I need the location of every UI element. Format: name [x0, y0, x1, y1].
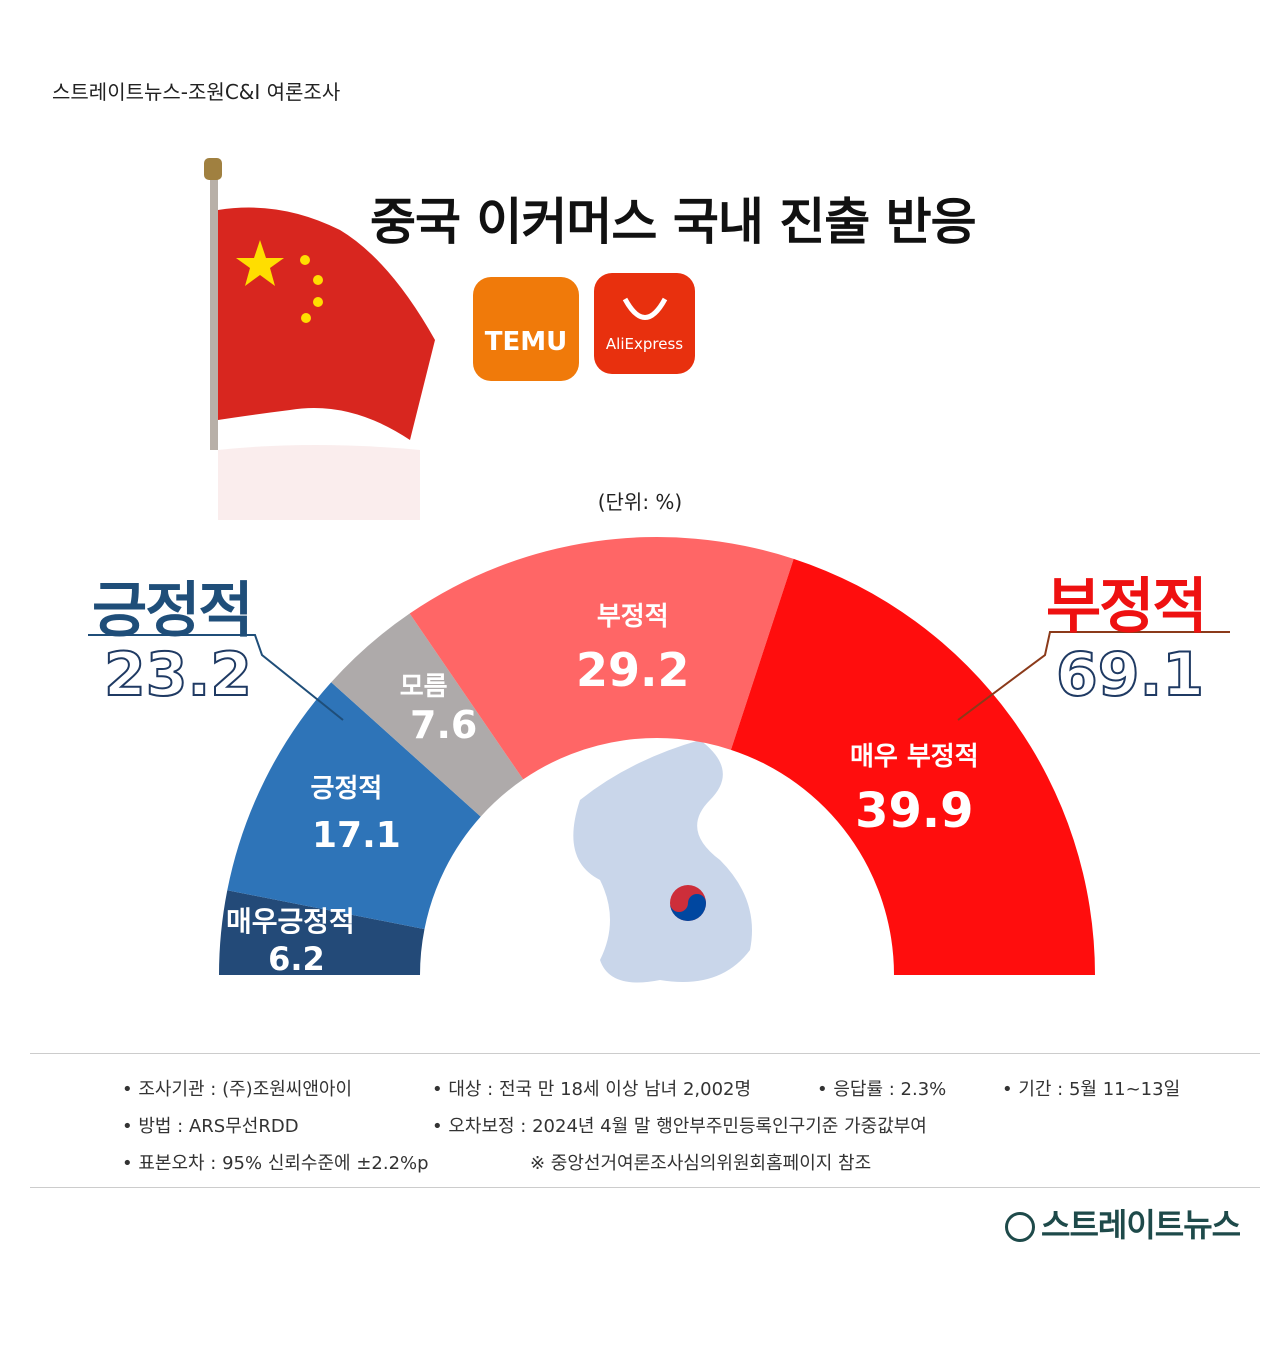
segment-3: [409, 537, 794, 780]
negative-total-value: 69.1: [1055, 639, 1205, 711]
footer-note: ※ 중앙선거여론조사심의위원회홈페이지 참조: [530, 1153, 872, 1174]
chart-title: 중국 이커머스 국내 진출 반응: [370, 193, 977, 251]
value-label: 29.2: [576, 643, 690, 697]
divider: [30, 1187, 1260, 1188]
positive-leader-line: [88, 634, 344, 721]
brand-logo: 스트레이트뉴스: [1005, 1200, 1241, 1246]
value-label: 39.9: [855, 783, 974, 839]
footer-response-rate: • 응답률 : 2.3%: [817, 1079, 947, 1100]
brand-icon: [1005, 1212, 1035, 1242]
unit-label: (단위: %): [597, 490, 683, 514]
category-label: 긍정적: [310, 774, 383, 804]
category-label: 모름: [399, 672, 448, 702]
segment-1: [227, 682, 481, 930]
positive-total-label: 긍정적: [92, 576, 254, 646]
segment-2: [331, 613, 524, 817]
negative-leader-line: [957, 631, 1230, 721]
aliexpress-logo-text: AliExpress: [605, 335, 684, 353]
footer-target: • 대상 : 전국 만 18세 이상 남녀 2,002명: [432, 1079, 752, 1100]
value-label: 17.1: [312, 815, 401, 856]
footer-weighting: • 오차보정 : 2024년 4월 말 행안부주민등록인구기준 가중값부여: [432, 1116, 927, 1137]
segment-label-very-positive: 매우긍정적 6.2: [226, 900, 355, 978]
value-label: 7.6: [410, 703, 478, 747]
segment-label-positive: 긍정적 17.1: [292, 768, 401, 856]
category-label: 부정적: [596, 602, 669, 632]
segment-4: [730, 558, 1095, 975]
category-label: 매우긍정적: [226, 905, 355, 938]
value-label: 6.2: [268, 940, 325, 978]
semi-donut-chart: [88, 537, 1230, 983]
segment-label-very-negative: 매우 부정적 39.9: [850, 736, 979, 839]
brand-name: 스트레이트뉴스: [1041, 1206, 1241, 1244]
footer-period: • 기간 : 5월 11~13일: [1002, 1079, 1181, 1100]
footer-margin-error: • 표본오차 : 95% 신뢰수준에 ±2.2%p: [122, 1153, 429, 1174]
aliexpress-logo: AliExpress: [594, 273, 695, 374]
temu-logo: TEMU: [473, 277, 579, 381]
negative-total-label: 부정적: [1046, 572, 1208, 642]
segment-label-unknown: 모름 7.6: [370, 666, 478, 747]
china-flag-image: [204, 158, 435, 520]
segment-0: [219, 890, 425, 975]
source-label: 스트레이트뉴스-조원C&I 여론조사: [52, 80, 341, 104]
positive-total-value: 23.2: [103, 639, 253, 711]
divider: [30, 1053, 1260, 1054]
segment-label-negative: 부정적 29.2: [576, 596, 690, 697]
korea-map-image: [573, 740, 752, 983]
temu-logo-text: TEMU: [484, 327, 568, 357]
bag-icon: [622, 297, 667, 320]
footer-agency: • 조사기관 : (주)조원씨앤아이: [122, 1079, 353, 1100]
category-label: 매우 부정적: [850, 742, 979, 772]
footer-method: • 방법 : ARS무선RDD: [122, 1116, 299, 1137]
